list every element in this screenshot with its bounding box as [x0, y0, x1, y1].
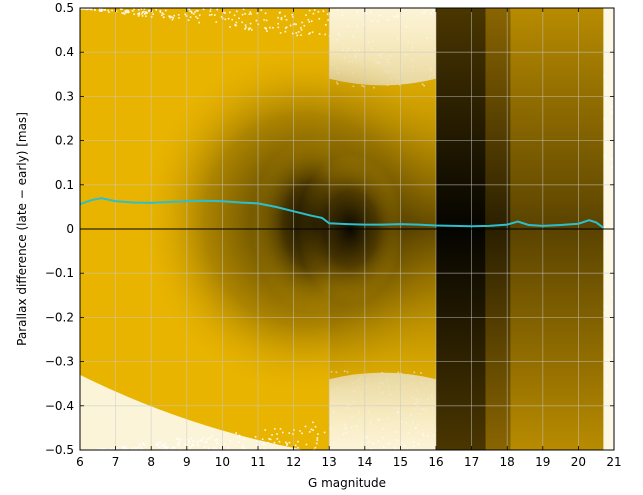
- y-tick-label: 0.1: [55, 178, 74, 192]
- x-tick-label: 21: [606, 455, 621, 469]
- median-trend-line: [79, 197, 604, 229]
- x-tick-label: 14: [357, 455, 372, 469]
- y-tick-label: −0.2: [45, 310, 74, 324]
- y-tick-label: 0.2: [55, 134, 74, 148]
- y-tick-label: −0.5: [45, 443, 74, 457]
- x-tick-label: 9: [183, 455, 191, 469]
- x-axis-title: G magnitude: [308, 476, 386, 490]
- y-axis-ticks: −0.5 −0.4 −0.3 −0.2 −0.1 0 0.1 0.2 0.3 0.4 0.5: [45, 1, 614, 457]
- y-tick-label: 0.5: [55, 1, 74, 15]
- x-tick-label: 8: [147, 455, 155, 469]
- x-tick-label: 16: [428, 455, 443, 469]
- y-tick-label: 0: [66, 222, 74, 236]
- density-heatmap: [80, 8, 614, 450]
- x-tick-label: 12: [286, 455, 301, 469]
- x-tick-label: 10: [215, 455, 230, 469]
- y-tick-label: −0.1: [45, 266, 74, 280]
- x-tick-label: 11: [250, 455, 265, 469]
- x-tick-label: 6: [76, 455, 84, 469]
- x-tick-label: 18: [500, 455, 515, 469]
- x-tick-label: 7: [112, 455, 120, 469]
- y-tick-label: 0.4: [55, 45, 74, 59]
- x-tick-label: 19: [535, 455, 550, 469]
- y-tick-label: 0.3: [55, 89, 74, 103]
- x-axis-ticks: 6 7 8 9 10 11 12 13 14 15 16 17 18 19 20 21: [76, 8, 622, 469]
- x-tick-label: 17: [464, 455, 479, 469]
- x-tick-label: 20: [571, 455, 586, 469]
- x-tick-label: 13: [322, 455, 337, 469]
- y-tick-label: −0.3: [45, 355, 74, 369]
- y-tick-label: −0.4: [45, 399, 74, 413]
- x-tick-label: 15: [393, 455, 408, 469]
- y-axis-title: Parallax difference (late − early) [mas]: [15, 112, 29, 346]
